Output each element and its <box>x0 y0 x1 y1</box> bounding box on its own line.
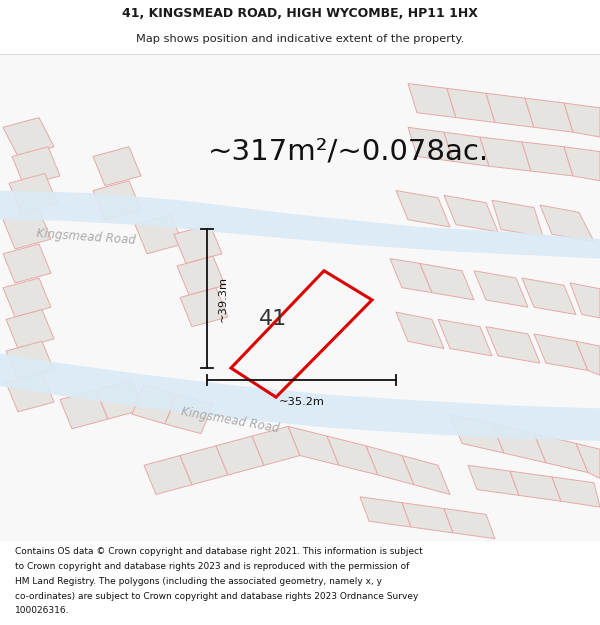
Polygon shape <box>12 147 60 186</box>
Text: ~317m²/~0.078ac.: ~317m²/~0.078ac. <box>208 138 488 166</box>
Polygon shape <box>522 278 576 314</box>
Polygon shape <box>522 142 573 176</box>
Polygon shape <box>564 147 600 181</box>
Polygon shape <box>534 334 588 371</box>
Polygon shape <box>177 256 225 295</box>
Polygon shape <box>396 191 450 227</box>
Polygon shape <box>576 341 600 375</box>
Polygon shape <box>408 84 456 118</box>
Text: ~35.2m: ~35.2m <box>278 397 325 407</box>
Polygon shape <box>180 288 228 327</box>
Polygon shape <box>510 471 561 501</box>
Polygon shape <box>444 196 498 232</box>
Text: Kingsmead Road: Kingsmead Road <box>36 227 136 247</box>
Polygon shape <box>3 210 51 249</box>
Polygon shape <box>447 88 495 122</box>
Polygon shape <box>366 446 414 485</box>
Polygon shape <box>3 244 51 283</box>
Polygon shape <box>3 278 51 317</box>
Polygon shape <box>288 426 339 465</box>
Text: HM Land Registry. The polygons (including the associated geometry, namely x, y: HM Land Registry. The polygons (includin… <box>15 577 382 586</box>
Polygon shape <box>396 312 444 349</box>
Polygon shape <box>9 174 57 213</box>
Polygon shape <box>420 264 474 300</box>
Polygon shape <box>444 509 495 539</box>
Polygon shape <box>6 309 54 349</box>
Text: 41, KINGSMEAD ROAD, HIGH WYCOMBE, HP11 1HX: 41, KINGSMEAD ROAD, HIGH WYCOMBE, HP11 1… <box>122 7 478 20</box>
Polygon shape <box>402 456 450 494</box>
Polygon shape <box>492 200 543 237</box>
Text: Kingsmead Road: Kingsmead Road <box>180 405 280 435</box>
Polygon shape <box>252 426 300 465</box>
Polygon shape <box>180 446 228 485</box>
Polygon shape <box>135 215 183 254</box>
Text: to Crown copyright and database rights 2023 and is reproduced with the permissio: to Crown copyright and database rights 2… <box>15 562 409 571</box>
Polygon shape <box>96 380 144 419</box>
Polygon shape <box>93 181 141 220</box>
Polygon shape <box>165 395 213 434</box>
Text: Contains OS data © Crown copyright and database right 2021. This information is : Contains OS data © Crown copyright and d… <box>15 548 423 556</box>
Polygon shape <box>327 436 378 475</box>
Polygon shape <box>480 137 531 171</box>
Text: 100026316.: 100026316. <box>15 606 70 616</box>
Polygon shape <box>444 132 489 166</box>
Polygon shape <box>144 456 192 494</box>
Text: co-ordinates) are subject to Crown copyright and database rights 2023 Ordnance S: co-ordinates) are subject to Crown copyr… <box>15 592 418 601</box>
Polygon shape <box>492 424 546 463</box>
Polygon shape <box>486 93 534 128</box>
Text: 41: 41 <box>259 309 287 329</box>
Polygon shape <box>438 319 492 356</box>
Polygon shape <box>486 327 540 363</box>
Polygon shape <box>564 103 600 137</box>
Polygon shape <box>468 465 519 496</box>
Polygon shape <box>132 385 177 424</box>
Polygon shape <box>576 443 600 478</box>
Polygon shape <box>93 147 141 186</box>
Polygon shape <box>3 118 54 156</box>
Polygon shape <box>450 414 504 453</box>
Polygon shape <box>408 127 453 161</box>
Polygon shape <box>6 341 54 380</box>
Polygon shape <box>0 353 600 441</box>
Polygon shape <box>525 98 573 132</box>
Polygon shape <box>534 434 588 472</box>
Text: ~39.3m: ~39.3m <box>218 276 228 322</box>
Polygon shape <box>360 497 411 527</box>
Polygon shape <box>0 191 600 259</box>
Polygon shape <box>570 283 600 318</box>
Polygon shape <box>390 259 432 292</box>
Polygon shape <box>174 224 222 264</box>
Polygon shape <box>474 271 528 308</box>
Polygon shape <box>6 373 54 412</box>
Polygon shape <box>402 503 453 533</box>
Polygon shape <box>552 477 600 507</box>
Text: Map shows position and indicative extent of the property.: Map shows position and indicative extent… <box>136 34 464 44</box>
Polygon shape <box>216 436 264 475</box>
Polygon shape <box>540 205 594 242</box>
Polygon shape <box>60 390 108 429</box>
